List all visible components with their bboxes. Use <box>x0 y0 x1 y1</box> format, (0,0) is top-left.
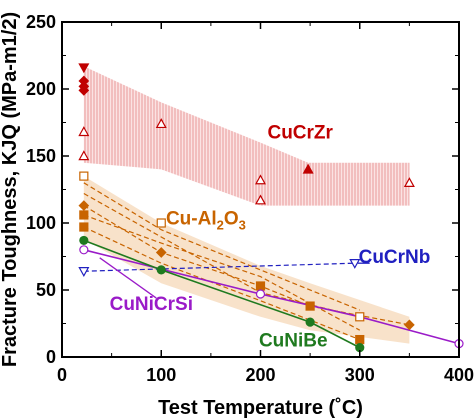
series-label-text: CuNiBe <box>259 330 328 351</box>
series-label-subscript-2: 3 <box>239 217 246 232</box>
data-point-cu-al <box>156 218 166 228</box>
data-point-cu-al <box>355 334 365 345</box>
series-label-subscript: 2 <box>217 217 224 232</box>
data-point-cunicrsi <box>79 245 89 255</box>
data-point-cu-al <box>79 210 89 220</box>
trend-line-cucrnb <box>83 262 355 272</box>
y-tick-label: 200 <box>26 79 56 99</box>
y-tick-label: 100 <box>26 213 56 233</box>
data-point-cu-al <box>79 171 89 181</box>
x-tick-label: 100 <box>146 365 176 385</box>
data-point-cucrzr <box>78 63 90 74</box>
band-cucrzr <box>83 66 410 206</box>
data-point-cucrzr <box>254 194 267 205</box>
series-label-text: Cu-Al <box>166 208 217 229</box>
data-point-cu-al <box>404 319 415 331</box>
y-axis-title: Fracture Toughness, KJQ (MPa-m1/2) <box>0 12 21 367</box>
ticks-layer: 0 100 200 300 400 0 50 100 150 200 250 <box>26 12 474 385</box>
data-point-cunibe <box>156 265 166 275</box>
data-point-cunibe <box>305 317 315 327</box>
y-tick-label: 150 <box>26 146 56 166</box>
x-tick-label: 300 <box>345 365 375 385</box>
data-point-cucrzr <box>302 163 314 174</box>
x-tick-label: 200 <box>245 365 275 385</box>
y-tick-label: 50 <box>36 280 56 300</box>
series-labels-layer: CuCrZr Cu-Al2O3 CuCrNb CuNiCrSi CuNiBe <box>99 123 431 351</box>
series-label-text: CuCrZr <box>267 123 333 144</box>
cunicrsi-leader <box>99 257 157 299</box>
series-label-cu-al: Cu-Al2O3 <box>166 208 246 232</box>
series-label-cunibe: CuNiBe <box>259 330 328 351</box>
data-point-cu-al <box>305 301 315 311</box>
series-label-cucrnb: CuCrNb <box>359 247 431 268</box>
data-point-cucrzr <box>78 150 90 161</box>
data-point-cucrnb <box>78 267 90 277</box>
data-point-cucrzr <box>78 84 90 96</box>
data-point-cucrzr <box>254 174 267 185</box>
points-layer <box>78 63 464 353</box>
data-point-cu-al <box>355 312 365 322</box>
y-tick-label: 0 <box>46 347 56 367</box>
x-tick-label: 400 <box>444 365 474 385</box>
x-tick-label: 0 <box>57 365 67 385</box>
series-label-tail: O <box>224 208 239 229</box>
series-label-text: CuCrNb <box>359 247 431 268</box>
data-point-cu-al <box>155 247 167 258</box>
band-cu-al2o3 <box>83 176 410 344</box>
data-point-cucrnb <box>349 259 361 269</box>
y-tick-label: 250 <box>26 12 56 32</box>
data-point-cucrzr <box>78 126 90 137</box>
data-point-cu-al <box>255 281 266 291</box>
data-point-cucrzr <box>155 118 167 129</box>
series-label-cucrzr: CuCrZr <box>267 123 333 144</box>
data-point-cunicrsi <box>255 289 266 299</box>
trend-line-cunibe <box>83 239 361 349</box>
data-point-cu-al <box>78 200 90 211</box>
data-point-cunibe <box>79 235 89 246</box>
x-axis-title: Test Temperature (˚C) <box>158 396 363 419</box>
bands-layer <box>83 66 410 344</box>
trend-line-cu-al <box>83 182 360 311</box>
series-label-text: CuNiCrSi <box>110 294 193 315</box>
series-label-cunicrsi: CuNiCrSi <box>110 294 193 315</box>
data-point-cu-al <box>79 222 89 232</box>
data-point-cucrzr <box>403 177 415 187</box>
